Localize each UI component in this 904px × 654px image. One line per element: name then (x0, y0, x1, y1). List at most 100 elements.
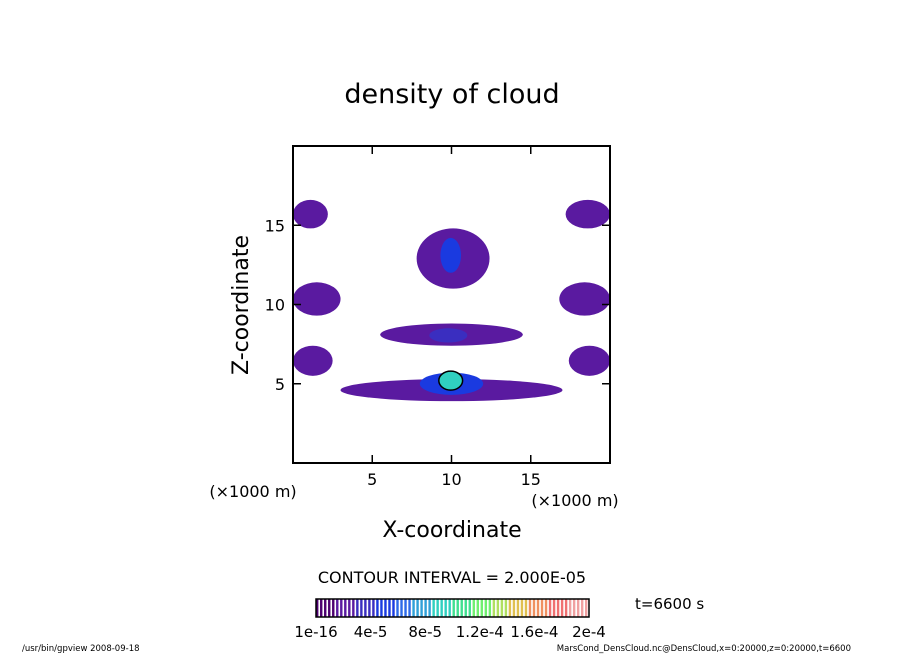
colorbar-stripe-45 (496, 599, 500, 617)
colorbar-stripe-55 (536, 599, 540, 617)
colorbar-stripe-21 (400, 599, 403, 617)
cloud-region-9 (568, 345, 610, 376)
colorbar-stripe-57 (544, 599, 548, 617)
colorbar-stripe-0 (316, 599, 319, 617)
colorbar-stripe-39 (472, 599, 475, 617)
colorbar-stripe-58 (548, 599, 552, 617)
footer-left: /usr/bin/gpview 2008-09-18 (22, 644, 140, 654)
colorbar-stripe-31 (440, 599, 443, 617)
colorbar-stripe-11 (360, 599, 363, 617)
colorbar-stripe-47 (504, 599, 508, 617)
y-tick-label-0: 5 (275, 375, 285, 394)
colorbar-stripe-37 (464, 599, 467, 617)
colorbar-stripe-15 (376, 599, 379, 617)
colorbar-stripe-67 (584, 599, 588, 617)
cloud-region-0 (293, 199, 328, 229)
colorbar-stripe-42 (484, 599, 488, 617)
colorbar-stripe-23 (408, 599, 411, 617)
time-label: t=6600 s (635, 595, 704, 613)
colorbar-stripe-16 (380, 599, 383, 617)
colorbar-stripe-30 (436, 599, 439, 617)
plot-background (293, 146, 610, 463)
colorbar-stripe-7 (344, 599, 347, 617)
colorbar-stripe-2 (324, 599, 327, 617)
y-axis-ticks: 5 10 15 (265, 216, 610, 394)
colorbar-stripe-5 (336, 599, 339, 617)
colorbar-stripe-9 (352, 599, 355, 617)
colorbar-stripe-8 (348, 599, 351, 617)
colorbar-stripe-35 (456, 599, 459, 617)
colorbar-tick-label-4: 1.6e-4 (510, 623, 558, 641)
colorbar-tick-label-0: 1e-16 (294, 623, 337, 641)
colorbar-stripe-53 (528, 599, 532, 617)
cloud-region-12 (438, 370, 464, 391)
colorbar-stripe-60 (556, 599, 560, 617)
x-tick-label-0: 5 (367, 470, 377, 489)
colorbar-stripe-4 (332, 599, 335, 617)
x-unit-label-right: (×1000 m) (531, 491, 618, 510)
colorbar-stripe-44 (492, 599, 496, 617)
x-axis-label: X-coordinate (382, 518, 521, 543)
chart-title: density of cloud (344, 79, 559, 110)
colorbar-stripe-50 (516, 599, 520, 617)
colorbar-stripe-25 (416, 599, 419, 617)
colorbar-stripe-32 (444, 599, 447, 617)
y-tick-label-2: 15 (265, 216, 285, 235)
colorbar-stripe-33 (448, 599, 451, 617)
colorbar-stripe-27 (424, 599, 427, 617)
colorbar-tick-labels: 1e-16 4e-5 8e-5 1.2e-4 1.6e-4 2e-4 (294, 623, 606, 641)
colorbar-stripe-61 (560, 599, 564, 617)
colorbar-stripe-34 (452, 599, 455, 617)
colorbar-stripe-18 (388, 599, 391, 617)
colorbar-stripe-6 (340, 599, 343, 617)
colorbar-stripe-19 (392, 599, 395, 617)
colorbar-stripe-63 (568, 599, 572, 617)
colorbar-stripe-29 (432, 599, 435, 617)
y-tick-label-1: 10 (265, 296, 285, 315)
colorbar-stripe-36 (460, 599, 463, 617)
colorbar-stripe-54 (532, 599, 536, 617)
colorbar-stripe-51 (520, 599, 524, 617)
colorbar-stripe-28 (428, 599, 431, 617)
cloud-region-7 (429, 328, 468, 343)
x-tick-label-1: 10 (441, 470, 461, 489)
colorbar-stripe-52 (524, 599, 528, 617)
x-axis-ticks: 5 10 15 (367, 146, 541, 489)
x-unit-label-left: (×1000 m) (209, 482, 296, 501)
colorbar-stripe-20 (396, 599, 399, 617)
colorbar-stripe-48 (508, 599, 512, 617)
colorbar-stripe-14 (372, 599, 375, 617)
colorbar-stripe-66 (580, 599, 584, 617)
colorbar-stripe-65 (576, 599, 580, 617)
colorbar-frame (315, 598, 590, 618)
colorbar-stripe-46 (500, 599, 504, 617)
colorbar-stripe-64 (572, 599, 576, 617)
colorbar-tick-label-2: 8e-5 (408, 623, 442, 641)
colorbar-stripe-56 (540, 599, 544, 617)
colorbar-stripe-62 (564, 599, 568, 617)
colorbar-stripe-1 (320, 599, 323, 617)
colorbar-tick-label-1: 4e-5 (354, 623, 388, 641)
contour-interval-text: CONTOUR INTERVAL = 2.000E-05 (318, 568, 586, 587)
colorbar-stripe-40 (476, 599, 479, 617)
colorbar-stripe-59 (552, 599, 556, 617)
colorbar (316, 599, 588, 617)
cloud-region-4 (293, 282, 341, 316)
colorbar-tick-label-5: 2e-4 (572, 623, 606, 641)
colorbar-stripe-24 (412, 599, 415, 617)
cloud-layer (293, 199, 610, 402)
footer-right: MarsCond_DensCloud.nc@DensCloud,x=0:2000… (557, 644, 851, 654)
cloud-region-8 (293, 345, 333, 376)
cloud-region-1 (565, 199, 610, 229)
colorbar-stripe-3 (328, 599, 331, 617)
colorbar-stripe-43 (488, 599, 492, 617)
colorbar-stripe-26 (420, 599, 423, 617)
cloud-region-5 (559, 282, 610, 316)
colorbar-stripe-13 (368, 599, 371, 617)
colorbar-stripe-22 (404, 599, 407, 617)
colorbar-stripe-10 (356, 599, 359, 617)
colorbar-stripe-41 (480, 599, 484, 617)
colorbar-stripe-49 (512, 599, 516, 617)
colorbar-stripe-17 (384, 599, 387, 617)
